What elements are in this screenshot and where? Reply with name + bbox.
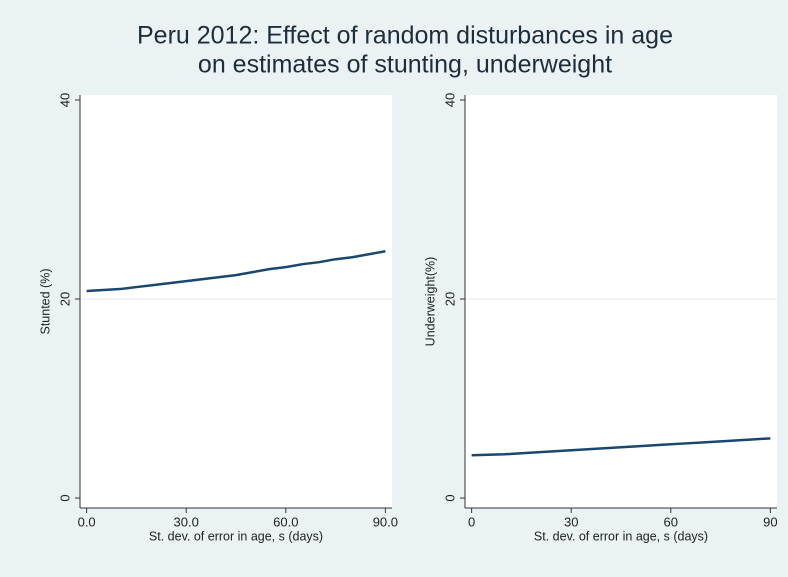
chart-title: Peru 2012: Effect of random disturbances… — [137, 22, 673, 50]
x-tick-label: 30 — [564, 514, 578, 529]
plot-area — [465, 95, 777, 508]
x-tick-label: 30.0 — [174, 514, 199, 529]
x-tick-label: 0.0 — [78, 514, 96, 529]
y-axis-title: Stunted (%) — [38, 268, 52, 334]
y-tick-label: 40 — [442, 93, 457, 107]
x-axis-title: St. dev. of error in age, s (days) — [149, 529, 323, 543]
x-tick-label: 0 — [468, 514, 475, 529]
y-tick-label: 20 — [57, 292, 72, 306]
x-axis-title: St. dev. of error in age, s (days) — [534, 529, 708, 543]
y-tick-label: 40 — [57, 93, 72, 107]
chart-title: on estimates of stunting, underweight — [198, 51, 612, 79]
data-line — [86, 250, 386, 293]
x-tick-label: 90.0 — [373, 514, 398, 529]
x-tick-label: 60 — [664, 514, 678, 529]
y-tick-label: 0 — [442, 494, 457, 501]
data-line — [471, 437, 771, 457]
y-axis-title: Underweight(%) — [423, 257, 437, 347]
plot-area — [80, 95, 392, 508]
y-tick-label: 0 — [57, 494, 72, 501]
x-tick-label: 90 — [763, 514, 777, 529]
y-tick-label: 20 — [442, 292, 457, 306]
x-tick-label: 60.0 — [273, 514, 298, 529]
